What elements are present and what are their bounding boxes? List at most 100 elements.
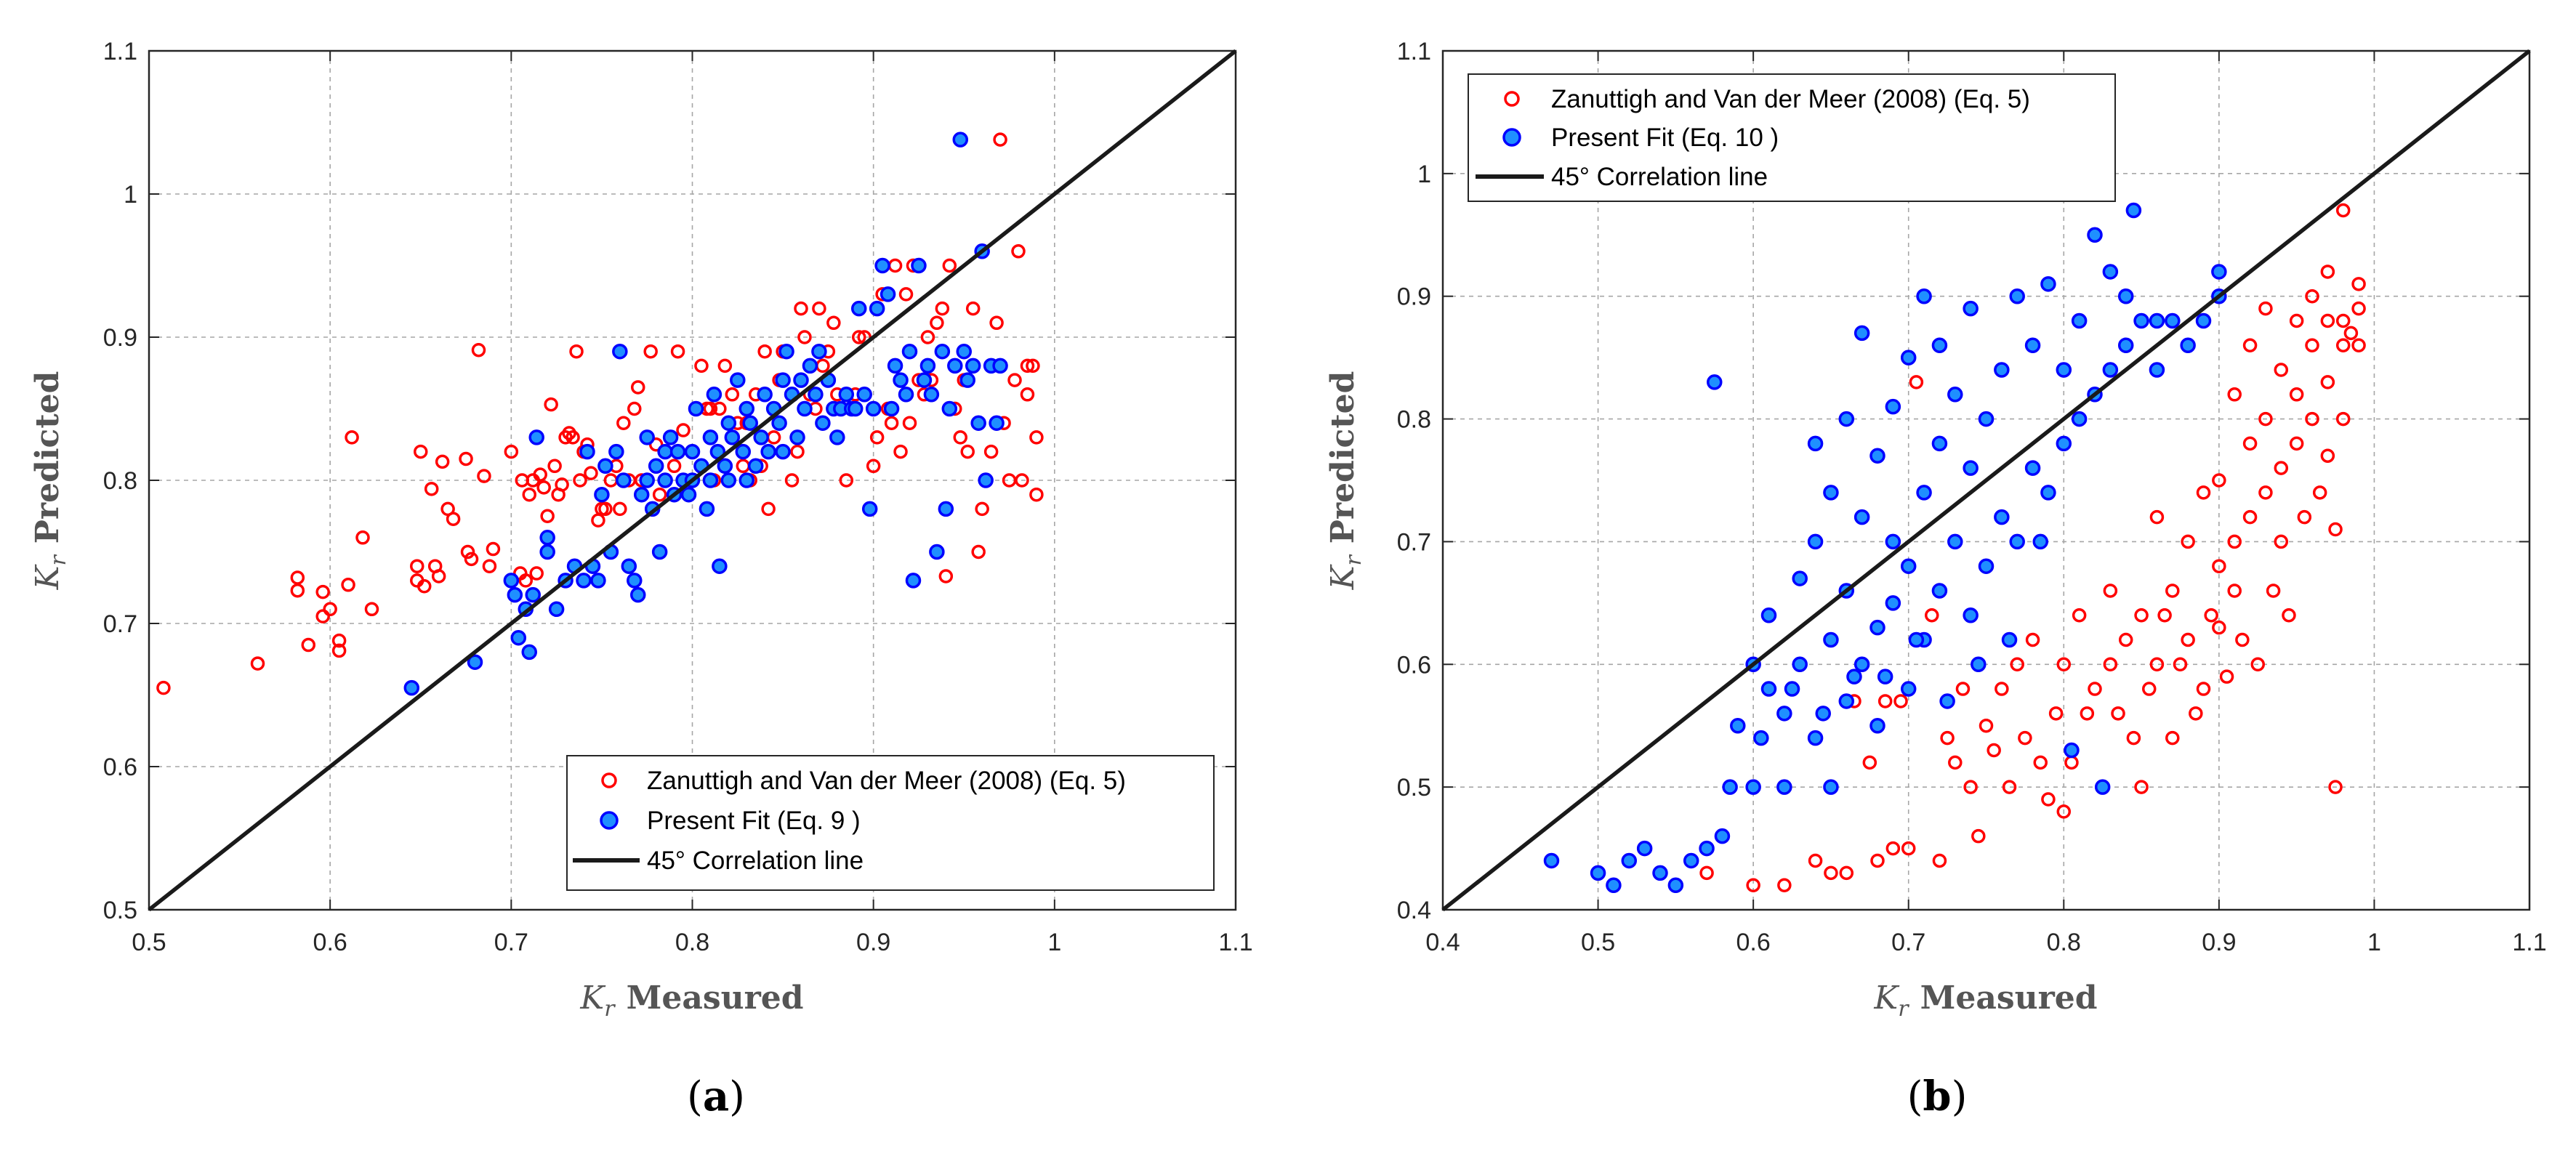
- zanuttigh-point-b: [1808, 853, 1823, 868]
- x-tick-label: 0.5: [1581, 929, 1615, 956]
- zanuttigh-point-a: [893, 444, 908, 459]
- zanuttigh-point-b: [2351, 301, 2366, 316]
- present-fit-point-b: [1636, 840, 1653, 857]
- present-fit-point-a: [669, 443, 686, 460]
- zanuttigh-point-a: [250, 656, 265, 671]
- present-fit-point-a: [657, 443, 673, 460]
- zanuttigh-point-b: [1987, 743, 2001, 758]
- zanuttigh-point-b: [2142, 682, 2157, 696]
- zanuttigh-point-b: [2258, 485, 2273, 500]
- present-fit-point-b: [1963, 300, 1979, 317]
- present-fit-point-b: [1978, 411, 1995, 427]
- x-axis-label-b: Kr Measured: [1873, 980, 2097, 1022]
- zanuttigh-point-a: [965, 301, 981, 316]
- zanuttigh-point-a: [410, 559, 424, 573]
- present-fit-point-b: [1900, 681, 1917, 697]
- present-fit-point-b: [1877, 669, 1893, 684]
- present-fit-point-b: [2133, 312, 2149, 329]
- zanuttigh-point-a: [971, 544, 986, 560]
- zanuttigh-point-b: [2258, 301, 2273, 316]
- data-marks-a: [148, 49, 1237, 912]
- present-fit-point-b: [1885, 595, 1901, 611]
- zanuttigh-point-b: [1925, 607, 1939, 623]
- present-fit-point-a: [612, 343, 628, 360]
- zanuttigh-point-a: [797, 330, 812, 344]
- zanuttigh-point-b: [2134, 607, 2149, 623]
- present-fit-point-b: [2056, 362, 2072, 378]
- present-fit-point-a: [720, 415, 737, 431]
- present-fit-point-a: [850, 300, 867, 317]
- present-fit-point-a: [869, 300, 885, 317]
- zanuttigh-point-a: [301, 637, 316, 653]
- zanuttigh-point-a: [790, 444, 805, 459]
- axes-frame-b: [1441, 49, 2531, 911]
- zanuttigh-point-b: [2018, 730, 2032, 746]
- zanuttigh-point-a: [794, 301, 808, 316]
- zanuttigh-point-b: [2274, 363, 2289, 377]
- zanuttigh-point-b: [2305, 411, 2319, 427]
- zanuttigh-point-a: [573, 473, 587, 488]
- present-fit-point-a: [880, 286, 896, 302]
- zanuttigh-point-b: [2041, 792, 2056, 807]
- present-fit-point-a: [992, 358, 1008, 374]
- present-fit-point-b: [1807, 533, 1824, 550]
- present-fit-point-a: [627, 573, 643, 589]
- present-fit-point-a: [808, 387, 824, 403]
- zanuttigh-point-a: [898, 287, 914, 302]
- x-tick-label: 0.7: [494, 929, 528, 956]
- zanuttigh-point-b: [2242, 338, 2258, 353]
- zanuttigh-point-a: [486, 541, 501, 557]
- zanuttigh-point-b: [2212, 620, 2226, 635]
- zanuttigh-point-a: [416, 579, 432, 594]
- present-fit-point-a: [594, 486, 610, 503]
- x-tick-label: 0.9: [856, 929, 890, 956]
- zanuttigh-point-a: [1029, 487, 1044, 502]
- present-fit-point-b: [2125, 202, 2142, 219]
- y-tick-label: 1: [124, 181, 137, 209]
- present-fit-point-b: [1699, 840, 1715, 857]
- present-fit-point-a: [657, 472, 673, 488]
- zanuttigh-point-a: [290, 570, 305, 585]
- zanuttigh-point-b: [2250, 657, 2265, 672]
- present-fit-point-b: [2180, 337, 2196, 354]
- zanuttigh-point-b: [2297, 509, 2312, 525]
- present-fit-point-a: [702, 472, 719, 488]
- y-tick-label: 0.8: [1397, 406, 1431, 434]
- present-fit-point-b: [1823, 779, 1839, 795]
- present-fit-point-a: [771, 415, 787, 431]
- present-fit-point-b: [2149, 362, 2165, 378]
- zanuttigh-point-b: [2204, 607, 2218, 623]
- present-fit-point-a: [793, 372, 809, 388]
- zanuttigh-point-b: [2227, 387, 2242, 402]
- present-fit-point-b: [2032, 533, 2048, 550]
- present-fit-point-a: [633, 486, 650, 503]
- present-fit-point-a: [528, 429, 544, 445]
- zanuttigh-point-a: [920, 330, 935, 344]
- present-fit-point-b: [1823, 485, 1839, 501]
- present-fit-point-b: [2094, 779, 2111, 795]
- zanuttigh-point-a: [547, 459, 562, 474]
- present-fit-point-a: [970, 415, 986, 431]
- present-fit-point-a: [724, 429, 741, 445]
- zanuttigh-point-b: [1979, 718, 1994, 733]
- zanuttigh-point-a: [482, 559, 497, 573]
- present-fit-point-a: [616, 472, 632, 488]
- present-fit-point-b: [1745, 779, 1761, 795]
- present-fit-point-a: [590, 573, 606, 589]
- zanuttigh-point-b: [2335, 338, 2351, 353]
- zanuttigh-point-a: [598, 501, 613, 517]
- present-fit-point-a: [648, 458, 664, 474]
- present-fit-point-a: [680, 486, 697, 503]
- zanuttigh-point-a: [930, 315, 944, 331]
- zanuttigh-point-a: [471, 342, 486, 358]
- present-fit-point-a: [730, 372, 746, 388]
- zanuttigh-point-b: [2181, 632, 2195, 647]
- zanuttigh-point-a: [331, 643, 347, 658]
- zanuttigh-point-b: [2173, 657, 2188, 672]
- zanuttigh-point-b: [2335, 411, 2351, 427]
- zanuttigh-point-b: [2274, 461, 2289, 475]
- x-axis-text-a: Measured: [627, 980, 804, 1017]
- present-fit-point-b: [1900, 558, 1917, 574]
- present-fit-point-b: [2071, 411, 2088, 427]
